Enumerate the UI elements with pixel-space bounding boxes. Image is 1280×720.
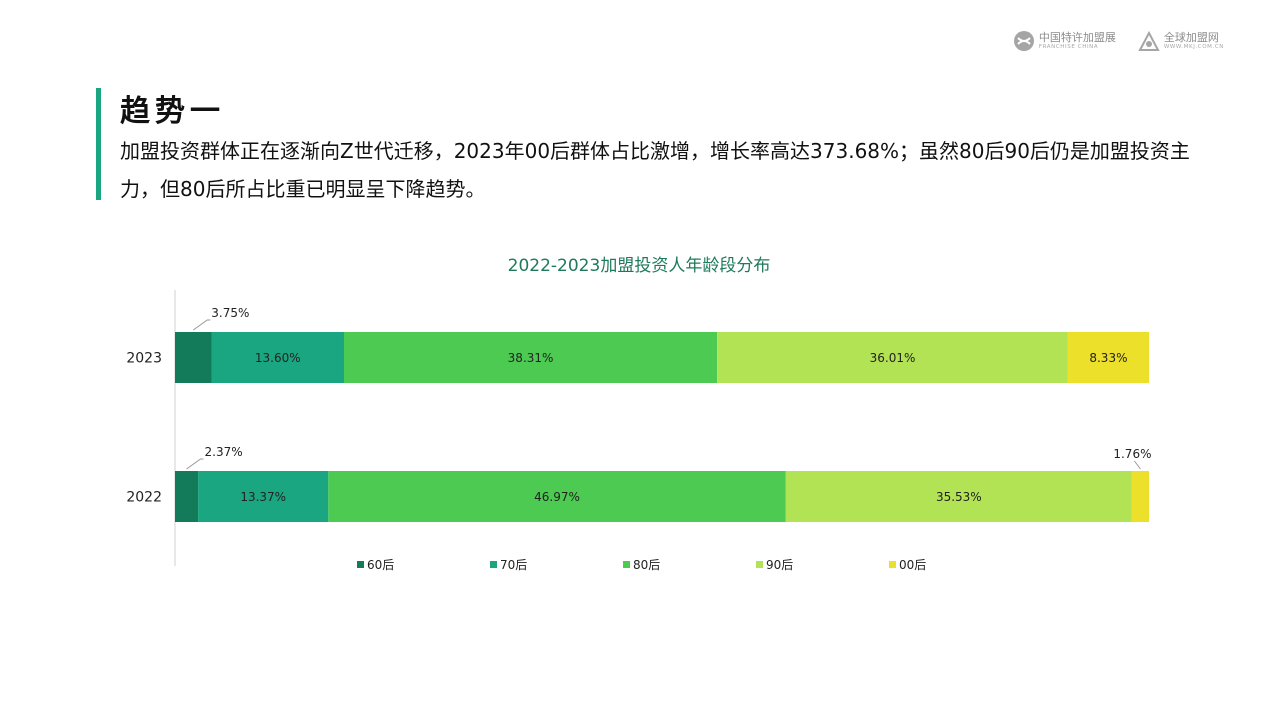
data-label: 2.37% — [205, 445, 243, 459]
bar-segment — [198, 471, 329, 522]
section-description: 加盟投资群体正在逐渐向Z世代迁移，2023年00后群体占比激增，增长率高达373… — [120, 139, 1190, 201]
section-title: 趋势一 — [120, 94, 225, 129]
legend-label: 70后 — [500, 558, 527, 572]
franchise-china-logo: 中国特许加盟展 FRANCHISE CHINA — [1013, 30, 1116, 52]
legend-swatch — [623, 561, 630, 568]
legend-label: 90后 — [766, 558, 793, 572]
bar-segment — [343, 332, 718, 383]
bar-segment — [1067, 332, 1149, 383]
legend-swatch — [357, 561, 364, 568]
mkj-logo-text: 全球加盟网 — [1163, 30, 1219, 44]
legend-label: 60后 — [367, 558, 394, 572]
data-label: 46.97% — [534, 490, 580, 504]
bar-segment — [175, 471, 199, 522]
franchise-china-logo-text: 中国特许加盟展 — [1038, 30, 1116, 44]
y-tick-label: 2023 — [126, 351, 162, 367]
legend-swatch — [756, 561, 763, 568]
data-label: 35.53% — [936, 490, 982, 504]
data-label: 38.31% — [508, 351, 554, 365]
data-label: 8.33% — [1089, 351, 1127, 365]
franchise-china-logo-subtext: FRANCHISE CHINA — [1038, 43, 1099, 50]
header-logos: 中国特许加盟展 FRANCHISE CHINA 全球加盟网 WWW.MKJ.CO… — [1013, 30, 1224, 52]
legend-swatch — [889, 561, 896, 568]
bar-segment — [328, 471, 786, 522]
leader-line — [186, 458, 204, 470]
section-accent-bar — [96, 88, 101, 200]
data-label: 13.60% — [255, 351, 301, 365]
leader-line — [192, 319, 211, 331]
data-label: 1.76% — [1113, 447, 1151, 461]
bar-segment — [785, 471, 1132, 522]
bar-segment — [1131, 471, 1149, 522]
legend-swatch — [490, 561, 497, 568]
legend-label: 00后 — [899, 558, 926, 572]
y-tick-label: 2022 — [126, 490, 162, 506]
bar-segment — [717, 332, 1068, 383]
franchise-china-logo-icon — [1013, 31, 1034, 51]
data-label: 3.75% — [211, 306, 249, 320]
chart-title: 2022-2023加盟投资人年龄段分布 — [508, 256, 771, 276]
data-label: 13.37% — [240, 490, 286, 504]
bar-segment — [175, 332, 212, 383]
mkj-logo-icon — [1138, 30, 1160, 51]
leader-line — [1134, 460, 1141, 470]
mkj-logo-subtext: WWW.MKJ.COM.CN — [1163, 43, 1224, 50]
legend-label: 80后 — [633, 558, 660, 572]
bar-segment — [211, 332, 344, 383]
mkj-logo: 全球加盟网 WWW.MKJ.COM.CN — [1138, 30, 1224, 52]
data-label: 36.01% — [870, 351, 916, 365]
